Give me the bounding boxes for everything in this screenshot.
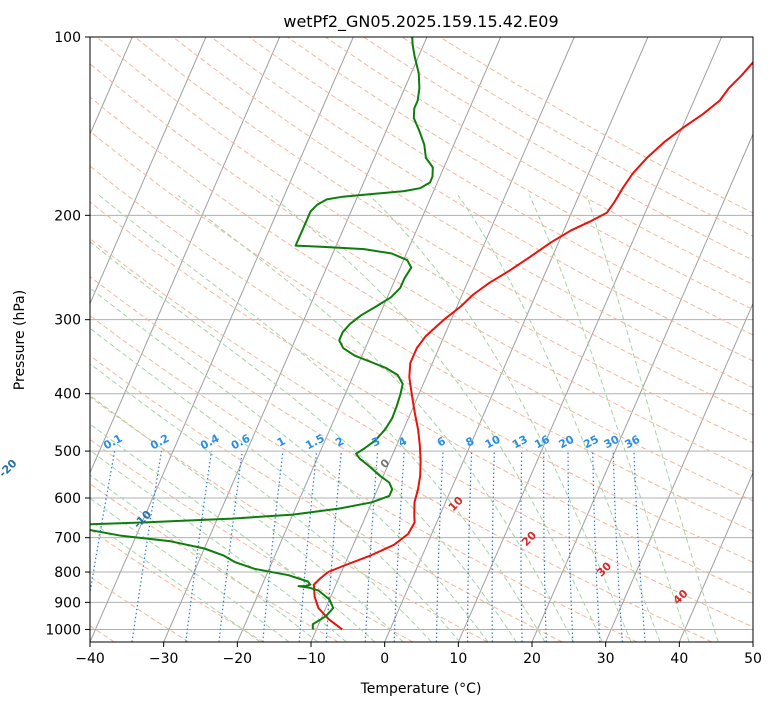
x-tick-label: 50 (744, 651, 762, 667)
y-tick-label: 600 (54, 491, 81, 507)
y-tick-label: 100 (54, 30, 81, 46)
x-axis-label: Temperature (°C) (360, 681, 482, 697)
x-tick-label: −40 (75, 651, 105, 667)
x-tick-label: 40 (670, 651, 688, 667)
y-tick-label: 200 (54, 208, 81, 224)
x-tick-label: −20 (223, 651, 253, 667)
x-tick-label: −30 (149, 651, 179, 667)
x-tick-label: 30 (597, 651, 615, 667)
y-tick-label: 300 (54, 313, 81, 329)
x-tick-label: −10 (296, 651, 326, 667)
y-tick-label: 900 (54, 595, 81, 611)
x-tick-label: 0 (380, 651, 389, 667)
y-axis-label: Pressure (hPa) (12, 290, 28, 390)
y-tick-label: 800 (54, 565, 81, 581)
y-tick-label: 1000 (45, 622, 81, 638)
y-tick-label: 700 (54, 531, 81, 547)
x-tick-label: 10 (449, 651, 467, 667)
x-tick-label: 20 (523, 651, 541, 667)
y-tick-label: 500 (54, 444, 81, 460)
y-tick-label: 400 (54, 387, 81, 403)
chart-title: wetPf2_GN05.2025.159.15.42.E09 (283, 12, 558, 32)
